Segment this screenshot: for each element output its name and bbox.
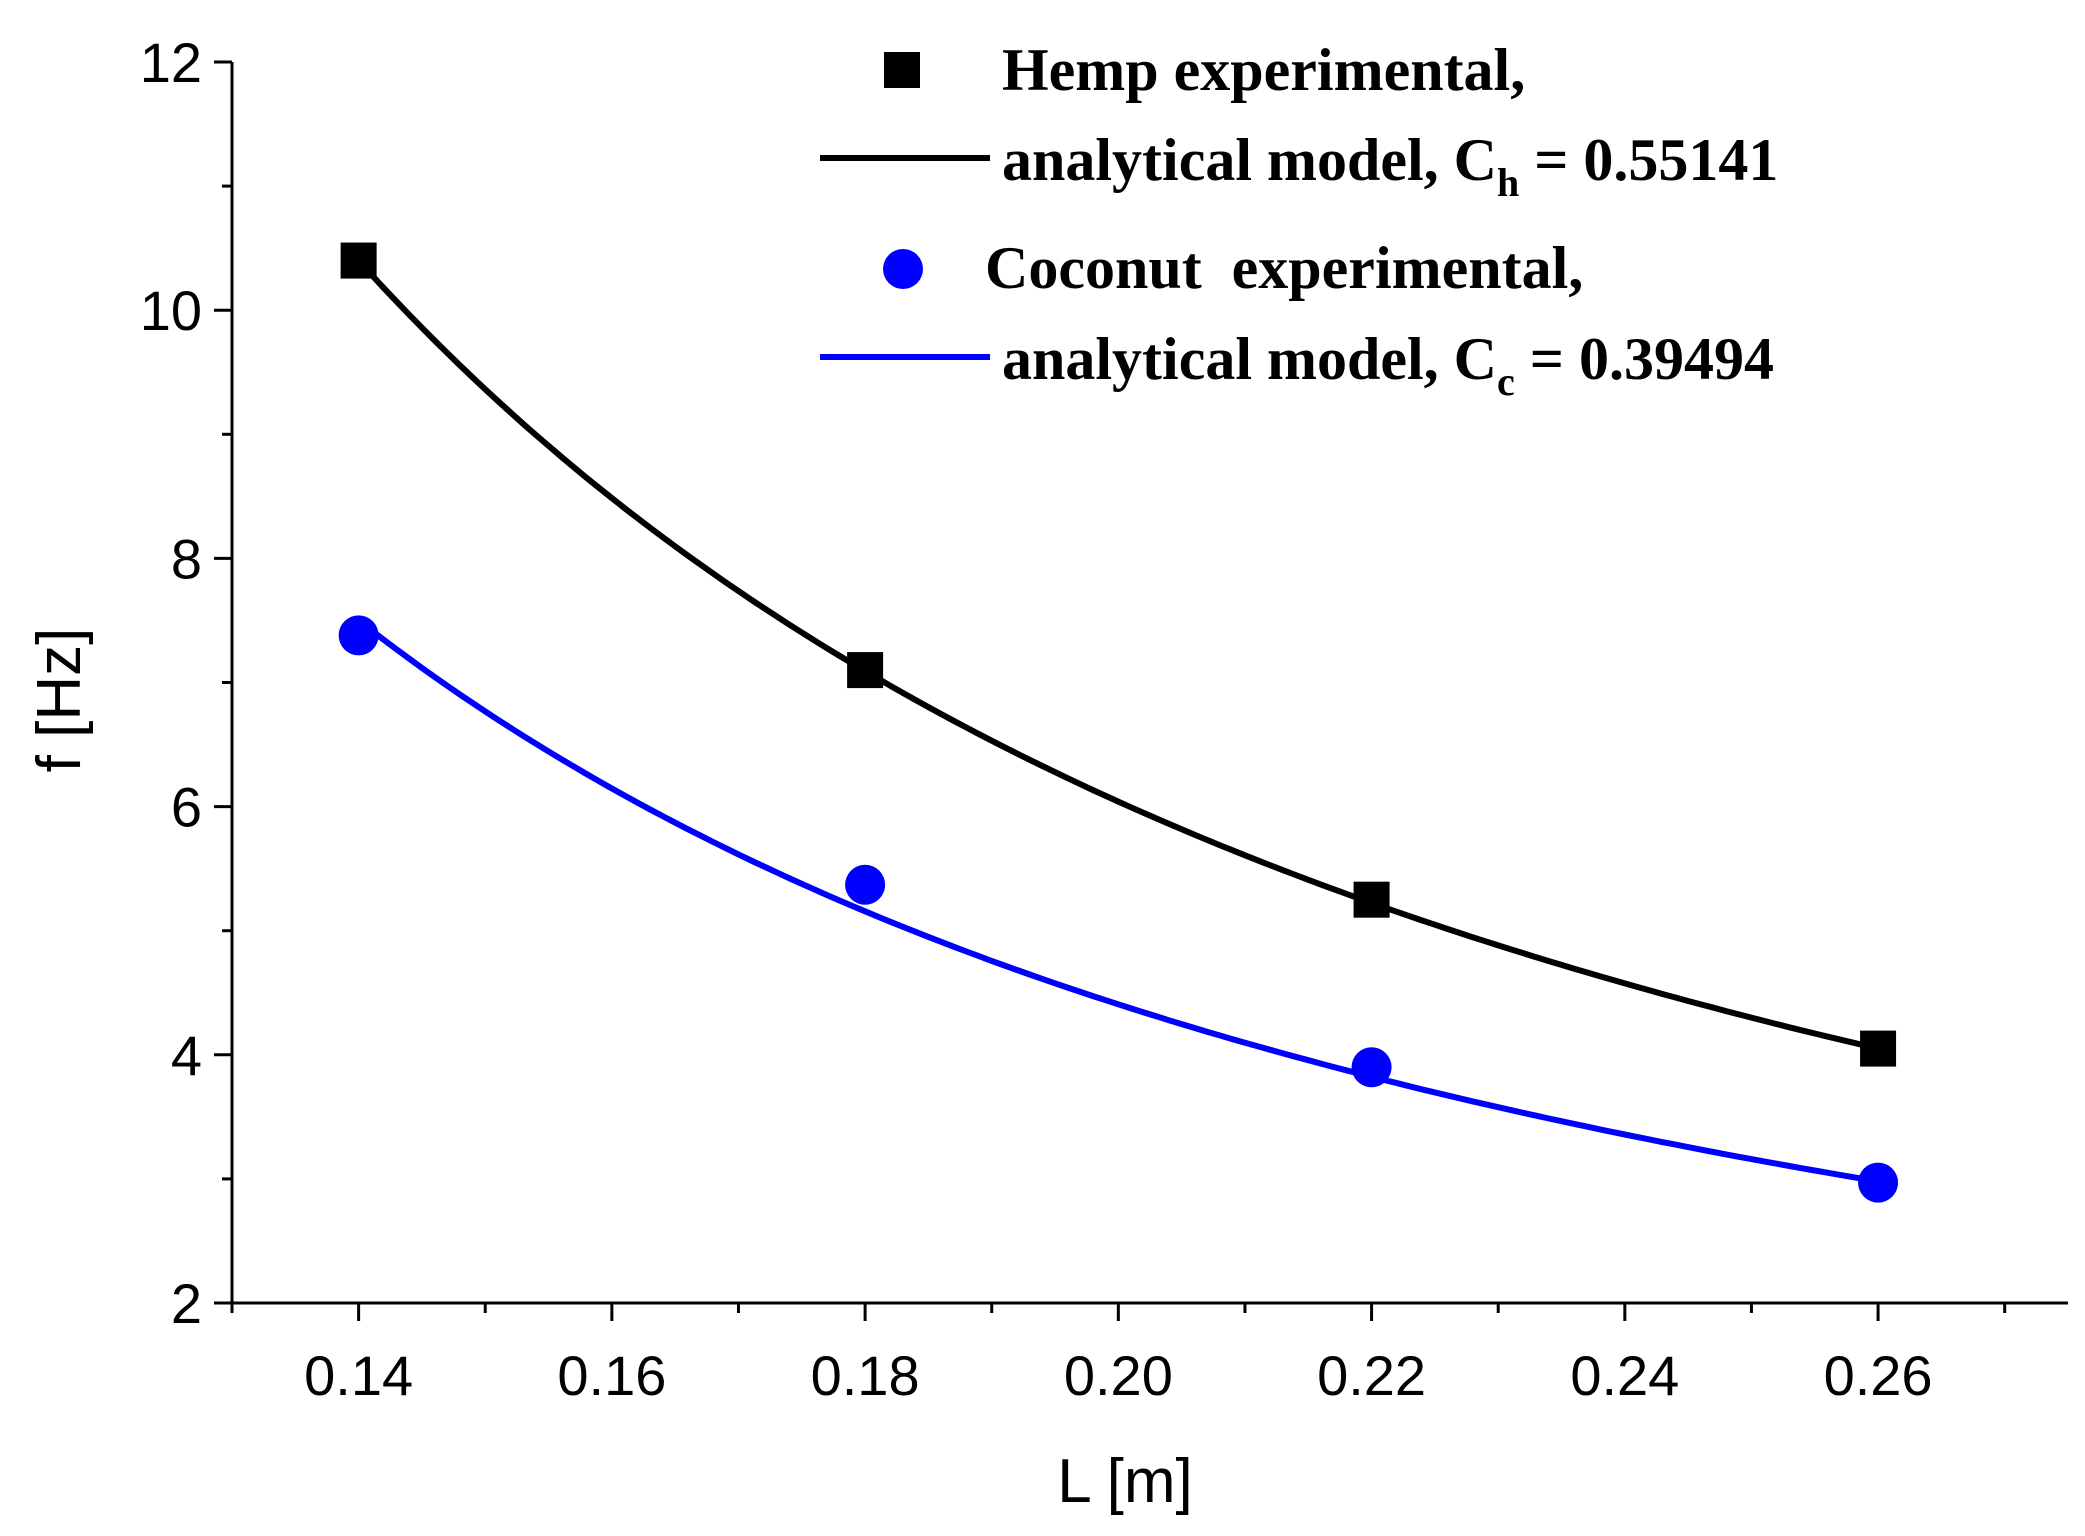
legend: Hemp experimental, analytical model, Ch … xyxy=(820,37,1778,404)
ticks-layer xyxy=(214,60,2007,1321)
series-line-3 xyxy=(356,618,1879,1185)
tick-labels-layer: 0.14 0.16 0.18 0.20 0.22 0.24 0.26 2 4 6 8 10 12 xyxy=(140,31,1933,1407)
y-tick-label: 6 xyxy=(171,776,202,839)
y-tick-label: 8 xyxy=(171,527,202,590)
legend-marker-hemp xyxy=(884,52,920,88)
x-tick-label: 0.14 xyxy=(304,1344,413,1407)
coconut-data-point xyxy=(1858,1162,1899,1203)
markers-layer xyxy=(338,242,1899,1203)
x-tick-label: 0.22 xyxy=(1317,1344,1426,1407)
coconut-data-point xyxy=(845,864,886,905)
coconut-data-point xyxy=(338,615,379,656)
legend-coconut-subscript: c xyxy=(1497,359,1515,404)
hemp-data-point xyxy=(1353,881,1390,918)
legend-text-hemp-analytical: analytical model, Ch = 0.55141 xyxy=(1002,127,1778,205)
x-axis-title: L [m] xyxy=(1057,1447,1193,1516)
legend-text-coconut-experimental: Coconut experimental, xyxy=(985,235,1583,301)
series-line-1 xyxy=(356,258,1879,1052)
x-tick-label: 0.26 xyxy=(1824,1344,1933,1407)
legend-marker-coconut xyxy=(883,249,923,289)
x-tick-label: 0.16 xyxy=(557,1344,666,1407)
hemp-data-point xyxy=(340,242,377,279)
x-tick-label: 0.24 xyxy=(1570,1344,1679,1407)
y-axis-title: f [Hz] xyxy=(25,628,94,773)
coconut-data-point xyxy=(1351,1047,1392,1088)
legend-coconut-constant: = 0.39494 xyxy=(1515,326,1774,392)
x-tick-label: 0.18 xyxy=(811,1344,920,1407)
legend-hemp-analytical-label: analytical model, C xyxy=(1002,127,1497,193)
curves-layer xyxy=(356,258,1879,1185)
legend-text-coconut-analytical: analytical model, Cc = 0.39494 xyxy=(1002,326,1774,404)
hemp-data-point xyxy=(847,652,884,689)
x-tick-label: 0.20 xyxy=(1064,1344,1173,1407)
legend-hemp-constant: = 0.55141 xyxy=(1519,127,1778,193)
y-tick-label: 10 xyxy=(140,279,202,342)
legend-hemp-subscript: h xyxy=(1497,160,1519,205)
y-tick-label: 12 xyxy=(140,31,202,94)
y-tick-label: 4 xyxy=(171,1024,202,1087)
hemp-data-point xyxy=(1860,1030,1897,1067)
legend-text-hemp-experimental: Hemp experimental, xyxy=(1002,37,1525,103)
legend-coconut-analytical-label: analytical model, C xyxy=(1002,326,1497,392)
y-tick-label: 2 xyxy=(171,1272,202,1335)
